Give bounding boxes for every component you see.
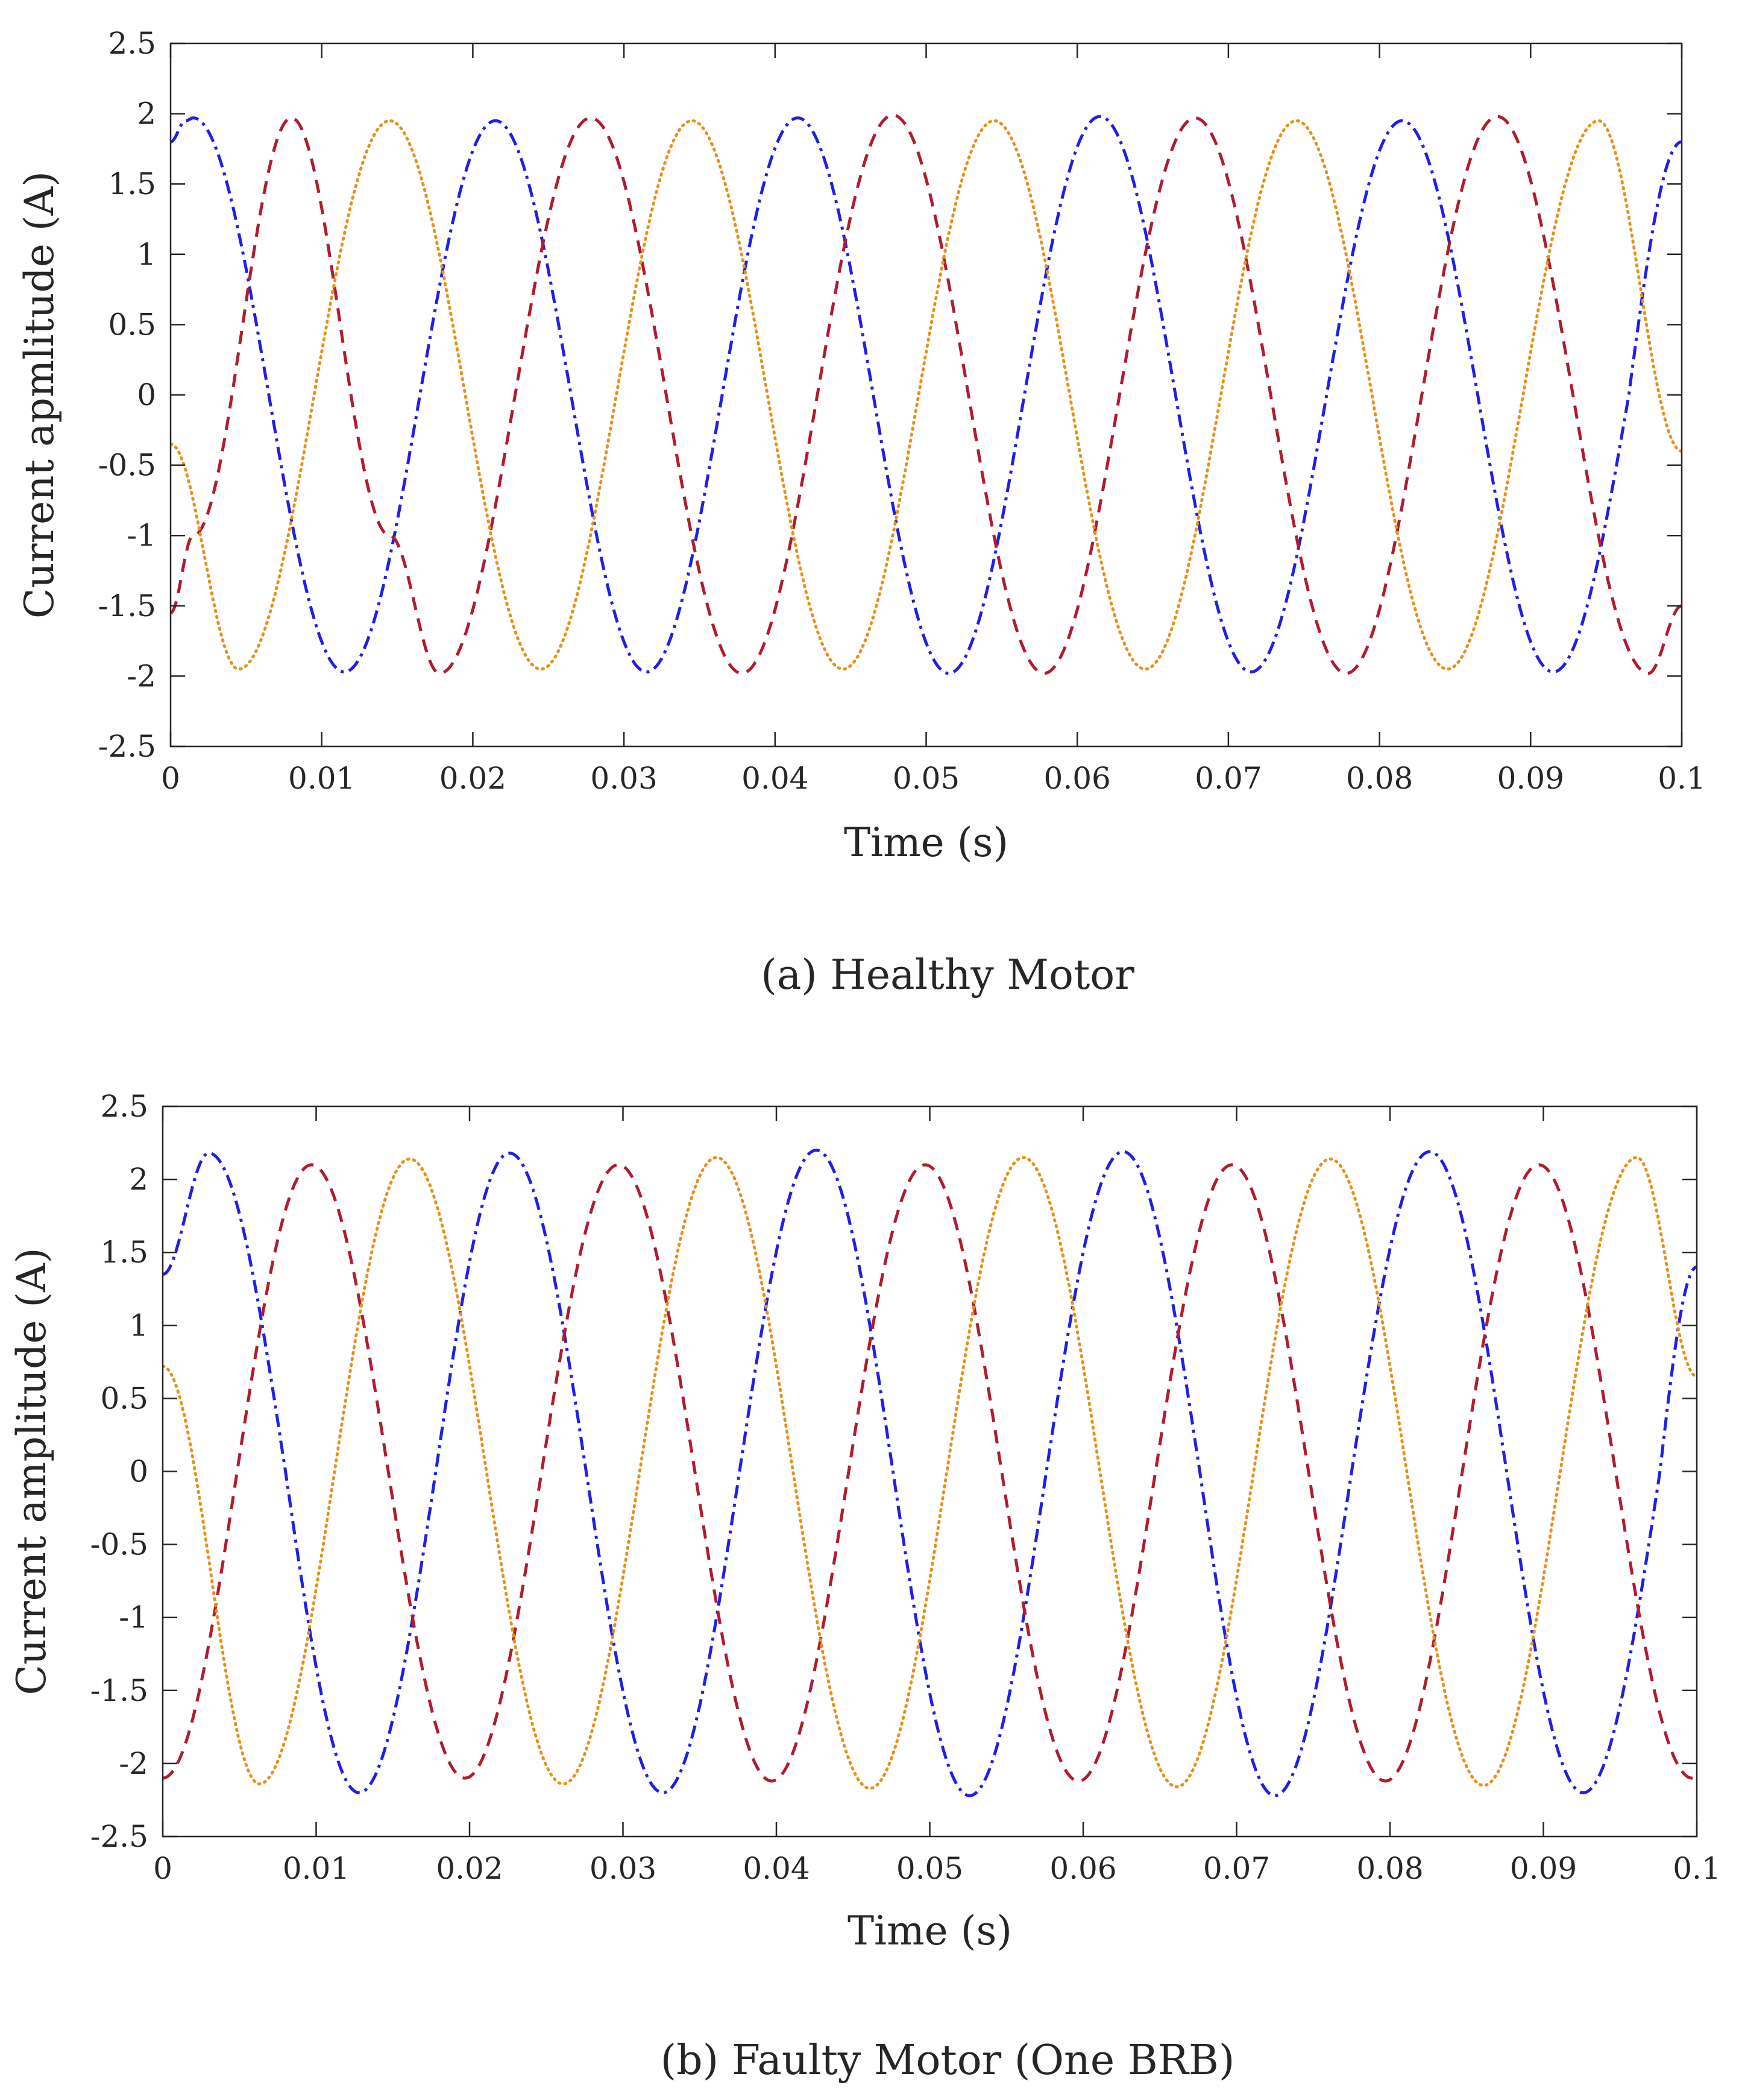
y-tick-label: -0.5 [98, 448, 156, 483]
x-axis-title: Time (s) [844, 819, 1008, 866]
x-tick-label: 0.1 [1658, 761, 1706, 796]
chart-faulty: 0 0.01 0.02 0.03 0.04 0.05 0.06 0.07 0.08 0.09 0.1… [8, 1089, 1721, 2084]
y-tick-label: -2.5 [98, 729, 156, 764]
series-line-phase-c [171, 119, 1682, 671]
y-tick-label: -0.5 [90, 1527, 148, 1562]
y-tick-label: -1 [127, 518, 156, 553]
y-tick-label: 0 [129, 1454, 148, 1489]
x-tick-label: 0.05 [896, 1851, 963, 1886]
series-line-phase-c [163, 1156, 1697, 1790]
x-tick-label: 0.02 [436, 1851, 503, 1886]
y-tick-label: 2.5 [100, 1089, 148, 1124]
figure-caption: (a) Healthy Motor [761, 951, 1134, 999]
y-tick-label: 1.5 [100, 1235, 148, 1270]
y-tick-label: 2 [137, 96, 156, 131]
y-tick-label: 0.5 [100, 1381, 148, 1416]
y-tick-label: 1.5 [108, 166, 156, 201]
series-line-phase-a [171, 115, 1682, 675]
chart-healthy: 0 0.01 0.02 0.03 0.04 0.05 0.06 0.07 0.08 0.09 0.1… [16, 26, 1706, 999]
y-tick-label: -2 [119, 1746, 148, 1781]
x-tick-label: 0.09 [1497, 761, 1564, 796]
y-tick-label: -2.5 [90, 1819, 148, 1854]
y-tick-label: 1 [137, 237, 156, 272]
y-tick-label: 1 [129, 1308, 148, 1343]
x-tick-label: 0.06 [1049, 1851, 1116, 1886]
y-tick-label: 0 [137, 377, 156, 412]
x-tick-label: 0.02 [439, 761, 506, 796]
y-tick-label: -1.5 [98, 588, 156, 623]
y-tick-label: 2.5 [108, 26, 156, 61]
x-tick-label: 0.06 [1044, 761, 1111, 796]
y-tick-label: 0.5 [108, 307, 156, 342]
y-tick-label: -1.5 [90, 1673, 148, 1708]
x-tick-label: 0.03 [590, 761, 657, 796]
y-tick-label: -1 [119, 1600, 148, 1635]
x-tick-label: 0.01 [288, 761, 355, 796]
series-line-phase-b [163, 1163, 1697, 1783]
x-tick-label: 0.08 [1346, 761, 1413, 796]
x-tick-label: 0 [153, 1851, 172, 1886]
figure-caption: (b) Faulty Motor (One BRB) [661, 2037, 1235, 2084]
x-tick-label: 0.08 [1356, 1851, 1423, 1886]
x-tick-label: 0.07 [1195, 761, 1262, 796]
x-tick-label: 0.1 [1673, 1851, 1721, 1886]
y-axis-title: Current apmlitude (A) [16, 171, 63, 619]
x-tick-label: 0.09 [1510, 1851, 1577, 1886]
y-axis-title: Current amplitude (A) [8, 1247, 55, 1695]
x-tick-label: 0.05 [893, 761, 960, 796]
x-tick-label: 0.07 [1203, 1851, 1270, 1886]
series-line-phase-b [171, 113, 1682, 675]
x-tick-label: 0 [161, 761, 180, 796]
x-tick-label: 0.04 [743, 1851, 810, 1886]
series-line-phase-a [163, 1149, 1697, 1797]
x-tick-label: 0.03 [590, 1851, 656, 1886]
x-tick-label: 0.04 [741, 761, 808, 796]
y-tick-label: -2 [127, 658, 156, 693]
y-tick-label: 2 [129, 1162, 148, 1197]
x-tick-label: 0.01 [283, 1851, 350, 1886]
x-axis-title: Time (s) [847, 1908, 1012, 1954]
